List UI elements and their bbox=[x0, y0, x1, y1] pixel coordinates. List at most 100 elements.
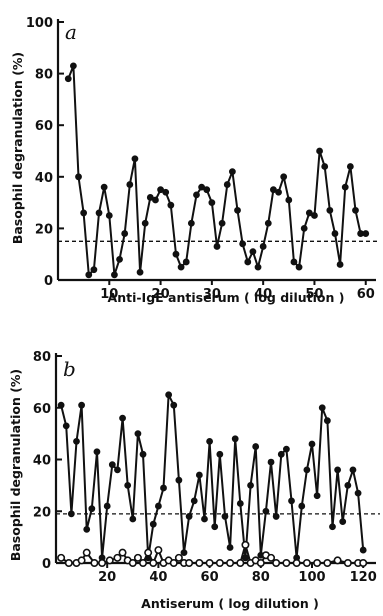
panel-b-data-point bbox=[149, 520, 157, 528]
panel-a-data-point bbox=[280, 173, 288, 181]
panel-a-data-point bbox=[336, 261, 344, 268]
panel-a-data-point bbox=[270, 186, 277, 194]
panel-a-data-point bbox=[111, 271, 118, 279]
panel-b-data-point bbox=[206, 437, 214, 445]
panel-b-data-point bbox=[62, 422, 70, 430]
panel-b-data-point bbox=[103, 502, 111, 510]
panel-a-x-tick-label: 50 bbox=[305, 287, 323, 302]
panel-b-data-point bbox=[160, 484, 167, 492]
panel-b-data-point bbox=[165, 391, 173, 399]
panel-a: a Basophil degranulation (%) Anti-IgE an… bbox=[10, 16, 380, 305]
panel-b-data-point bbox=[134, 430, 142, 438]
panel-a-x-tick-label: 10 bbox=[100, 287, 118, 302]
panel-b-control-point bbox=[133, 553, 142, 562]
panel-a-data-point bbox=[141, 219, 149, 227]
panel-b-data-point bbox=[180, 549, 188, 557]
panel-b-data-point bbox=[185, 513, 193, 520]
panel-b-data-point bbox=[78, 401, 85, 409]
panel-b-tag: b bbox=[63, 357, 76, 381]
panel-a-data-point bbox=[172, 250, 180, 258]
panel-b-x-tick-label: 60 bbox=[201, 570, 219, 585]
panel-a-data-point bbox=[331, 230, 339, 237]
panel-a-data-point bbox=[85, 271, 93, 279]
panel-a-data-point bbox=[203, 186, 211, 194]
panel-b-control-point bbox=[57, 553, 66, 562]
panel-a-data-point bbox=[75, 173, 82, 181]
panel-b-control-point bbox=[144, 548, 153, 557]
panel-a-y-axis-label: Basophil degranulation (%) bbox=[10, 52, 25, 244]
panel-a-data-point bbox=[182, 258, 190, 266]
panel-a-data-point bbox=[152, 196, 159, 204]
panel-b-control-point bbox=[64, 558, 73, 567]
panel-a-data-point bbox=[362, 230, 370, 237]
panel-a-data-point bbox=[187, 219, 195, 227]
panel-a-data-point bbox=[239, 240, 247, 248]
panel-b-data-point bbox=[252, 443, 260, 450]
panel-b-data-point bbox=[119, 414, 126, 422]
panel-b: b Basophil degranulation (%) Antiserum (… bbox=[8, 350, 380, 611]
panel-a-data-point bbox=[116, 255, 123, 263]
panel-b-control-point bbox=[313, 558, 322, 567]
panel-b-control-point bbox=[105, 556, 114, 565]
panel-a-data-point bbox=[341, 183, 349, 191]
panel-b-data-point bbox=[267, 458, 275, 466]
panel-b-x-tick-label: 40 bbox=[149, 570, 167, 585]
panel-a-data-point bbox=[177, 263, 185, 271]
panel-b-data-point bbox=[277, 450, 285, 458]
panel-a-data-point bbox=[146, 194, 154, 201]
panel-b-data-point bbox=[272, 513, 280, 520]
panel-b-control-point bbox=[282, 558, 291, 567]
panel-b-data-point bbox=[226, 544, 234, 551]
panel-a-data-point bbox=[121, 230, 129, 237]
panel-b-data-point bbox=[236, 500, 244, 507]
panel-b-data-point bbox=[88, 505, 96, 513]
panel-a-data-point bbox=[300, 225, 308, 232]
panel-a-data-point bbox=[290, 258, 298, 266]
panel-a-data-point bbox=[80, 209, 88, 217]
panel-a-data-point bbox=[264, 219, 272, 227]
panel-b-control-point bbox=[323, 558, 332, 567]
panel-a-data-point bbox=[305, 209, 313, 217]
panel-a-data-point bbox=[136, 268, 144, 276]
panel-b-control-point bbox=[90, 558, 99, 567]
panel-b-x-tick-label: 80 bbox=[252, 570, 270, 585]
panel-b-data-point bbox=[155, 502, 162, 510]
panel-a-data-point bbox=[69, 62, 77, 70]
panel-b-data-point bbox=[73, 437, 80, 445]
panel-b-data-point bbox=[288, 497, 295, 505]
panel-a-x-tick-label: 20 bbox=[152, 287, 170, 302]
panel-a-data-point bbox=[167, 201, 175, 209]
panel-b-data-point bbox=[349, 466, 357, 474]
panel-a-data-point bbox=[208, 199, 216, 207]
panel-a-data-point bbox=[228, 168, 236, 176]
panel-a-data-point bbox=[311, 212, 318, 219]
panel-b-data-point bbox=[67, 510, 75, 518]
panel-b-data-point bbox=[175, 476, 183, 484]
panel-b-control-point bbox=[241, 540, 250, 549]
panel-b-control-point bbox=[174, 553, 183, 562]
panel-b-data-point bbox=[329, 523, 336, 531]
panel-b-data-point bbox=[57, 401, 65, 409]
panel-b-control-point bbox=[333, 556, 342, 565]
panel-b-control-point bbox=[226, 558, 235, 567]
panel-a-data-point bbox=[90, 266, 98, 274]
panel-b-control-point bbox=[215, 558, 224, 567]
panel-a-data-point bbox=[326, 206, 334, 214]
panel-b-data-point bbox=[262, 507, 270, 515]
panel-b-y-tick-label: 40 bbox=[33, 454, 51, 469]
panel-b-control-point bbox=[169, 558, 178, 567]
panel-a-data-point bbox=[162, 188, 170, 196]
panel-b-control-point bbox=[185, 558, 194, 567]
panel-b-data-point bbox=[339, 518, 347, 525]
panel-a-data-point bbox=[198, 183, 206, 191]
panel-a-y-tick-label: 100 bbox=[26, 16, 53, 31]
panel-b-data-point bbox=[124, 481, 132, 489]
panel-a-data-point bbox=[295, 263, 303, 271]
panel-a-data-point bbox=[100, 183, 108, 191]
panel-b-control-point bbox=[128, 558, 137, 567]
panel-b-control-point bbox=[236, 558, 245, 567]
panel-b-control-point bbox=[77, 556, 86, 565]
panel-b-control-point bbox=[118, 548, 127, 557]
panel-a-data-point bbox=[259, 243, 267, 250]
panel-b-data-point bbox=[298, 502, 306, 510]
